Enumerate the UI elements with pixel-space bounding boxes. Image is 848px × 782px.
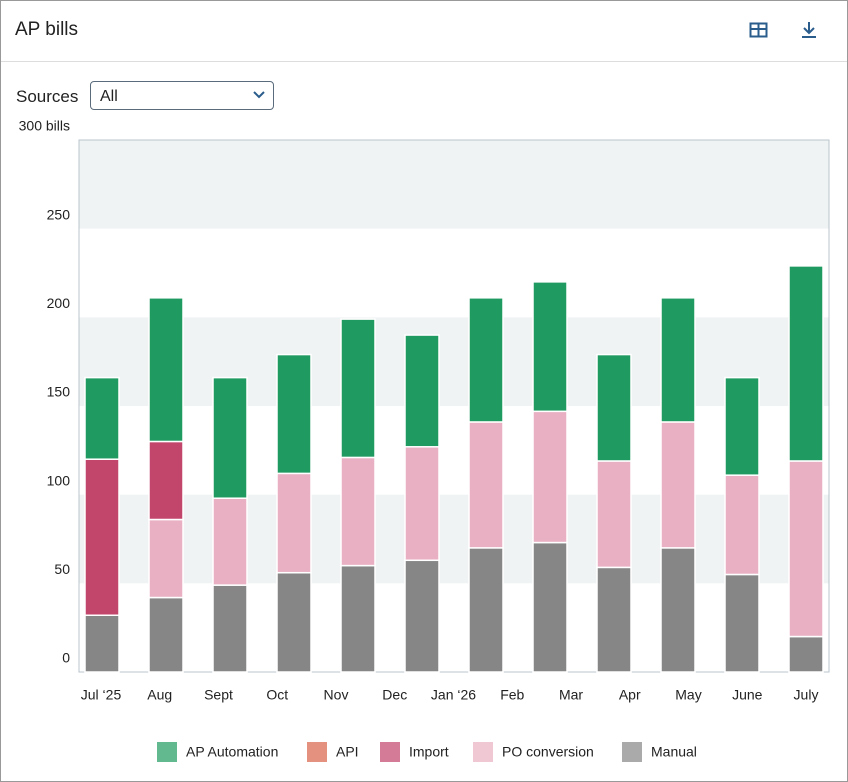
- bar-segment: [660, 421, 696, 549]
- download-icon[interactable]: [800, 20, 818, 40]
- x-tick-label: Apr: [619, 687, 641, 703]
- divider: [1, 61, 847, 62]
- bar-segment: [724, 376, 760, 476]
- grid-band: [79, 494, 829, 584]
- x-tick-label: Jul ‘25: [81, 687, 122, 703]
- y-tick-label: 300 bills: [19, 118, 70, 134]
- bar-segment: [340, 456, 376, 567]
- bar-segment: [532, 541, 568, 673]
- bar-segment: [724, 474, 760, 576]
- grid-band: [79, 140, 829, 229]
- bar-segment: [468, 421, 504, 549]
- y-tick-label: 50: [54, 561, 70, 577]
- y-tick-label: 200: [47, 295, 71, 311]
- y-tick-label: 100: [47, 472, 71, 488]
- bar-segment: [660, 547, 696, 673]
- bar-segment: [788, 265, 824, 462]
- legend-label: Import: [409, 744, 449, 760]
- y-tick-label: 0: [62, 650, 70, 666]
- x-tick-label: July: [794, 687, 819, 703]
- bar-segment: [596, 460, 632, 569]
- x-tick-label: June: [732, 687, 763, 703]
- bar-segment: [788, 460, 824, 638]
- select-value: All: [100, 88, 118, 105]
- panel-title: AP bills: [15, 19, 79, 40]
- bar-segment: [276, 472, 312, 574]
- table-icon[interactable]: [749, 21, 769, 39]
- bar-segment: [148, 518, 184, 599]
- legend-label: Manual: [651, 744, 697, 760]
- bar-segment: [660, 297, 696, 423]
- bar-segment: [404, 446, 440, 562]
- x-tick-label: Dec: [382, 687, 407, 703]
- bar-segment: [788, 635, 824, 673]
- bar-segment: [468, 547, 504, 673]
- legend-label: AP Automation: [186, 744, 278, 760]
- bar-segment: [596, 353, 632, 462]
- legend-swatch: [307, 742, 327, 762]
- bar-segment: [532, 410, 568, 544]
- legend-swatch: [380, 742, 400, 762]
- y-tick-label: 250: [47, 206, 71, 222]
- y-tick-label: 150: [47, 384, 71, 400]
- bar-segment: [148, 440, 184, 521]
- bar-segment: [148, 596, 184, 673]
- bar-segment: [724, 573, 760, 673]
- x-tick-label: May: [675, 687, 701, 703]
- bar-segment: [340, 318, 376, 459]
- x-tick-label: Aug: [147, 687, 172, 703]
- legend-label: PO conversion: [502, 744, 594, 760]
- bar-segment: [276, 353, 312, 475]
- x-tick-label: Mar: [559, 687, 583, 703]
- x-tick-label: Feb: [500, 687, 524, 703]
- x-tick-label: Oct: [266, 687, 288, 703]
- bar-segment: [84, 376, 120, 460]
- bar-segment: [212, 497, 248, 586]
- bar-segment: [404, 559, 440, 673]
- filter-label: Sources: [16, 87, 79, 106]
- bar-segment: [532, 281, 568, 413]
- legend-label: API: [336, 744, 359, 760]
- bar-segment: [84, 614, 120, 673]
- bar-segment: [148, 297, 184, 443]
- plot-frame: [78, 139, 830, 673]
- sources-select[interactable]: All: [90, 81, 274, 110]
- bar-segment: [468, 297, 504, 423]
- x-tick-label: Nov: [324, 687, 349, 703]
- legend-swatch: [622, 742, 642, 762]
- x-tick-label: Sept: [204, 687, 233, 703]
- bar-segment: [212, 584, 248, 673]
- x-tick-label: Jan ‘26: [431, 687, 476, 703]
- legend-swatch: [157, 742, 177, 762]
- bar-segment: [84, 458, 120, 617]
- grid-band: [79, 317, 829, 406]
- chevron: [253, 91, 265, 99]
- bar-segment: [596, 566, 632, 673]
- bar-segment: [404, 334, 440, 448]
- bar-segment: [340, 564, 376, 673]
- legend-swatch: [473, 742, 493, 762]
- bar-segment: [276, 571, 312, 673]
- bar-segment: [212, 376, 248, 499]
